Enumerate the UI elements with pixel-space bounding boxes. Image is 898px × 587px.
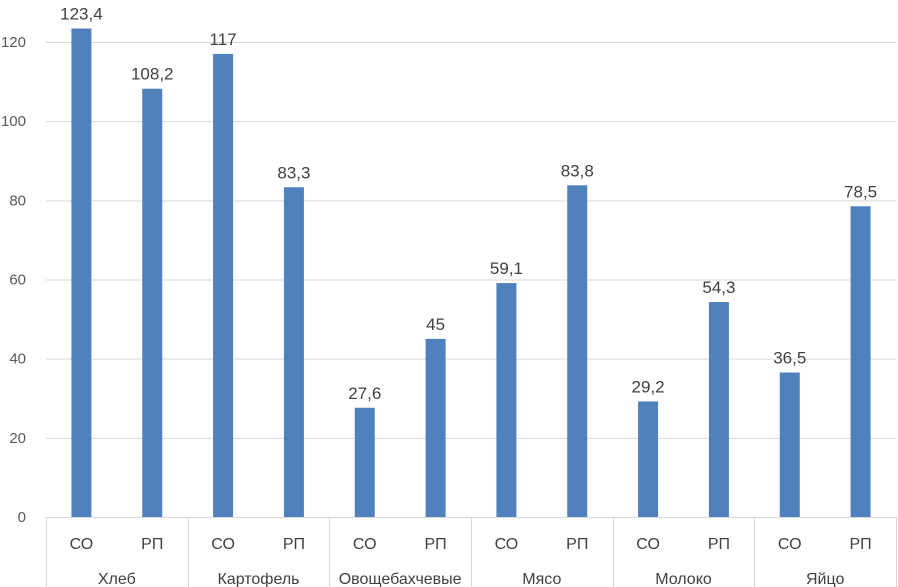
bar — [850, 206, 871, 518]
x-group-label: Хлеб — [98, 571, 136, 587]
x-subcategory-label: СО — [636, 536, 660, 553]
x-subcategory-label: СО — [495, 536, 519, 553]
x-subcategory-label: РП — [424, 536, 446, 553]
data-label: 83,3 — [277, 163, 310, 182]
data-label: 29,2 — [632, 377, 665, 396]
y-tick-label: 60 — [9, 272, 26, 289]
x-subcategory-label: РП — [283, 536, 305, 553]
bar — [283, 187, 304, 518]
x-group-label: Овощебахчевые — [339, 571, 462, 587]
data-label: 36,5 — [773, 349, 806, 368]
y-tick-label: 100 — [1, 113, 26, 130]
x-subcategory-label: РП — [141, 536, 163, 553]
x-subcategory-label: РП — [849, 536, 871, 553]
bar — [708, 302, 729, 517]
gridlines — [46, 42, 896, 439]
data-label: 123,4 — [60, 5, 103, 24]
data-label: 108,2 — [131, 65, 174, 84]
x-subcategory-label: РП — [566, 536, 588, 553]
x-group-label: Молоко — [655, 571, 712, 587]
x-group-label: Яйцо — [806, 571, 844, 587]
data-labels: 123,4 108,2 117 83,3 27,6 45 59,1 83,8 29,2 54,3 3… — [60, 5, 877, 403]
data-label: 27,6 — [348, 384, 381, 403]
data-label: 83,8 — [561, 161, 594, 180]
data-label: 45 — [426, 315, 445, 334]
x-subcategory-label: СО — [778, 536, 802, 553]
bar — [354, 407, 375, 517]
bar — [425, 338, 446, 517]
y-tick-label: 120 — [1, 34, 26, 51]
y-axis-ticks: 0 20 40 60 80 100 120 — [1, 34, 26, 526]
y-tick-label: 40 — [9, 351, 26, 368]
y-tick-label: 20 — [9, 430, 26, 447]
x-subcategory-label: СО — [353, 536, 377, 553]
data-label: 78,5 — [844, 182, 877, 201]
bar — [142, 88, 163, 517]
bars — [71, 28, 871, 518]
x-subcategory-label: СО — [70, 536, 94, 553]
bar — [71, 28, 92, 518]
bar — [638, 401, 659, 517]
y-tick-label: 0 — [18, 509, 26, 526]
x-subcategory-label: РП — [708, 536, 730, 553]
x-axis: СО РП Хлеб СО РП Картофель СО РП Овощебахчевые СО… — [46, 517, 897, 587]
data-label: 54,3 — [702, 278, 735, 297]
bar — [779, 372, 800, 517]
x-group-label: Мясо — [522, 571, 561, 587]
data-label: 59,1 — [490, 259, 523, 278]
data-label: 117 — [210, 30, 237, 49]
bar — [567, 185, 588, 517]
x-group-label: Картофель — [217, 571, 299, 587]
bar — [213, 53, 234, 517]
x-subcategory-label: СО — [211, 536, 235, 553]
y-tick-label: 80 — [9, 192, 26, 209]
bar — [496, 283, 517, 517]
